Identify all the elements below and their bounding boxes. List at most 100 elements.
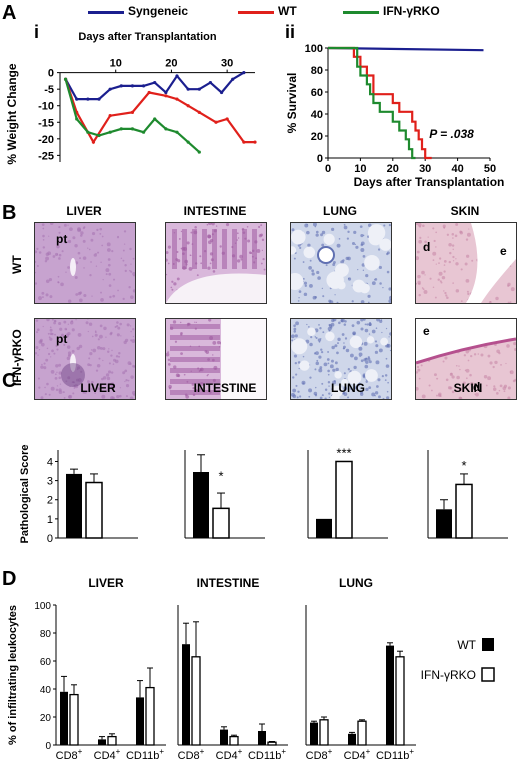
y-tick-label: 40	[40, 685, 52, 696]
y-tick-label: -15	[38, 117, 54, 129]
cell-nucleus	[465, 368, 470, 373]
y-tick-label: 1	[47, 514, 53, 526]
cell-nucleus	[166, 258, 168, 262]
cell-nucleus	[96, 387, 100, 390]
cell-nucleus	[58, 257, 61, 260]
category-label: CD8+	[178, 747, 205, 762]
bar-ko	[145, 686, 155, 746]
cell-nucleus	[298, 367, 300, 370]
cell-nucleus	[77, 291, 82, 296]
cell-nucleus	[48, 393, 51, 396]
cell-nucleus	[365, 274, 369, 278]
cell-nucleus	[71, 328, 75, 332]
chart-a-i: Days after Transplantation 10 20 30 0 -5 -10 -1…	[5, 31, 257, 165]
cell-nucleus	[385, 364, 390, 368]
p-value-annotation: P = .038	[429, 127, 474, 141]
cell-nucleus	[291, 339, 294, 342]
cell-nucleus	[444, 291, 447, 295]
cell-nucleus	[167, 245, 171, 249]
data-point	[97, 97, 101, 101]
cell-nucleus	[500, 363, 502, 366]
cell-nucleus	[434, 296, 437, 299]
cell-nucleus	[91, 387, 94, 391]
cell-nucleus	[117, 326, 121, 330]
cell-nucleus	[418, 293, 421, 297]
cell-nucleus	[291, 228, 295, 232]
cell-nucleus	[514, 347, 516, 351]
cell-nucleus	[327, 350, 330, 353]
cell-nucleus	[100, 291, 102, 294]
cell-nucleus	[427, 236, 429, 238]
cell-nucleus	[291, 392, 295, 397]
cell-nucleus	[433, 373, 437, 377]
cell-nucleus	[328, 299, 332, 303]
cell-nucleus	[458, 365, 460, 367]
series-line-2	[64, 78, 201, 153]
cell-nucleus	[492, 365, 495, 369]
cell-nucleus	[328, 385, 330, 387]
cell-nucleus	[309, 342, 313, 347]
y-tick-label: 20	[311, 131, 323, 143]
cell-nucleus	[306, 230, 310, 235]
cell-nucleus	[495, 296, 499, 301]
cell-nucleus	[376, 385, 379, 388]
cell-nucleus	[58, 225, 61, 229]
skin-surface	[466, 223, 516, 303]
cell-nucleus	[365, 387, 369, 391]
cell-nucleus	[65, 380, 68, 383]
cell-nucleus	[314, 368, 317, 371]
cell-nucleus	[106, 376, 111, 381]
villus	[192, 229, 197, 269]
cell-nucleus	[49, 332, 53, 336]
cell-nucleus	[435, 263, 437, 265]
cell-nucleus	[246, 225, 249, 228]
annotation-pt: pt	[56, 232, 68, 246]
cell-nucleus	[82, 256, 87, 260]
cell-nucleus	[334, 361, 338, 365]
significance-marker: *	[218, 469, 223, 484]
cell-nucleus	[199, 388, 202, 391]
micrograph-intestine-wt	[165, 222, 267, 304]
legend-swatch-1	[238, 11, 274, 14]
cell-nucleus	[212, 270, 216, 273]
cell-nucleus	[311, 272, 315, 276]
cell-nucleus	[35, 351, 38, 355]
cell-nucleus	[468, 228, 470, 230]
cell-nucleus	[308, 388, 313, 393]
cell-nucleus	[421, 270, 425, 275]
cell-nucleus	[38, 349, 41, 351]
micrograph-lung-ko	[290, 318, 392, 400]
cell-nucleus	[130, 263, 132, 265]
cell-nucleus	[494, 360, 498, 365]
cell-nucleus	[483, 375, 488, 379]
cell-nucleus	[122, 297, 125, 300]
cell-nucleus	[327, 326, 332, 331]
cell-nucleus	[315, 230, 319, 234]
y-tick-label: -10	[38, 101, 54, 113]
cell-nucleus	[67, 266, 70, 269]
cell-nucleus	[493, 385, 496, 388]
cell-nucleus	[337, 337, 341, 342]
cell-nucleus	[75, 319, 77, 321]
cell-nucleus	[452, 255, 455, 259]
cell-nucleus	[58, 371, 62, 375]
cell-nucleus	[353, 365, 357, 370]
cell-nucleus	[79, 298, 83, 303]
alveolus	[365, 371, 373, 379]
cell-nucleus	[452, 282, 454, 284]
data-point	[119, 84, 123, 88]
cell-nucleus	[87, 363, 91, 367]
cell-nucleus	[91, 231, 96, 236]
cell-nucleus	[260, 224, 263, 227]
cell-nucleus	[319, 327, 322, 330]
cell-nucleus	[48, 277, 53, 282]
cell-nucleus	[347, 230, 350, 234]
cell-nucleus	[293, 330, 297, 333]
cell-nucleus	[332, 263, 336, 267]
cell-nucleus	[351, 324, 355, 328]
cell-nucleus	[263, 268, 266, 271]
cell-nucleus	[194, 321, 196, 323]
data-point	[197, 150, 201, 154]
cell-nucleus	[354, 243, 357, 246]
annotation-d: d	[423, 240, 431, 254]
